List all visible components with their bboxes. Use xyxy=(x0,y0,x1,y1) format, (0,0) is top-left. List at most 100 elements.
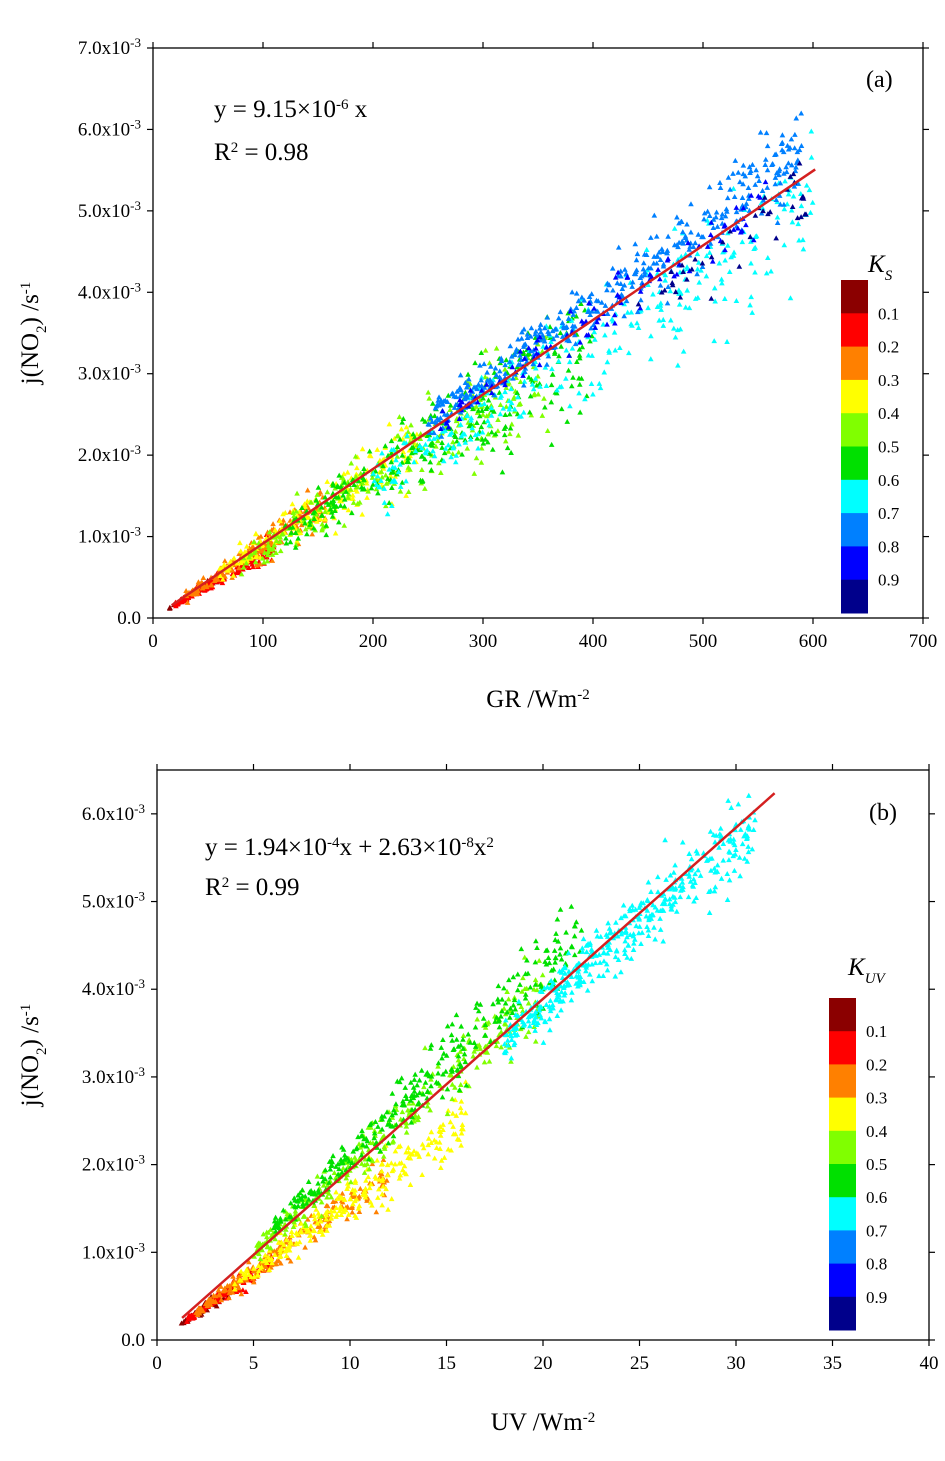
data-point xyxy=(501,425,508,431)
data-point xyxy=(576,390,582,396)
data-point xyxy=(662,277,668,283)
data-point xyxy=(337,1203,344,1209)
colorbar-swatch xyxy=(841,280,868,314)
data-point xyxy=(659,248,666,254)
data-point xyxy=(657,915,663,921)
data-point xyxy=(351,1190,358,1196)
data-point xyxy=(798,142,805,149)
data-point xyxy=(585,308,591,314)
data-point xyxy=(631,940,637,946)
data-point xyxy=(389,464,396,470)
data-point xyxy=(725,797,731,803)
data-point xyxy=(659,246,665,252)
data-point xyxy=(671,273,677,279)
data-point xyxy=(554,1012,561,1018)
data-point xyxy=(708,254,715,260)
data-point xyxy=(684,276,690,282)
data-point xyxy=(458,1126,465,1132)
data-point xyxy=(351,481,357,488)
data-point xyxy=(260,1231,267,1237)
data-point xyxy=(259,1247,265,1253)
data-point xyxy=(431,413,438,419)
data-point xyxy=(445,448,452,454)
axis-ticks-a: 0 100 200 300 400 500 600 7000.01.0x10-32.0x10-… xyxy=(78,35,937,653)
data-point xyxy=(497,411,504,417)
data-point xyxy=(652,936,658,942)
data-point xyxy=(568,973,575,979)
data-point xyxy=(427,1107,433,1113)
data-point xyxy=(614,292,621,298)
data-point xyxy=(650,902,656,908)
data-point xyxy=(659,907,666,913)
data-point xyxy=(315,484,322,490)
data-point xyxy=(422,456,428,462)
data-point xyxy=(519,1008,526,1014)
colorbar-swatch xyxy=(841,479,868,514)
data-point xyxy=(184,599,191,605)
data-point xyxy=(696,279,703,285)
data-point xyxy=(803,182,810,188)
data-point xyxy=(526,374,532,380)
data-point xyxy=(757,129,764,135)
data-point xyxy=(435,1063,441,1069)
data-point xyxy=(690,876,697,882)
data-point xyxy=(439,408,446,414)
data-point xyxy=(623,298,630,304)
data-point xyxy=(372,1173,379,1179)
data-point xyxy=(457,372,464,378)
data-point xyxy=(514,971,521,977)
data-point xyxy=(495,996,501,1002)
data-point xyxy=(330,497,337,503)
data-point xyxy=(708,219,715,225)
data-point xyxy=(537,321,544,327)
data-point xyxy=(556,992,563,998)
data-point xyxy=(576,375,582,381)
data-point xyxy=(656,317,663,323)
data-point xyxy=(485,431,492,437)
data-point xyxy=(277,1218,283,1224)
data-point xyxy=(545,328,551,334)
data-point xyxy=(419,453,426,459)
data-point xyxy=(569,944,575,950)
data-point xyxy=(600,950,607,956)
data-point xyxy=(579,948,586,954)
data-point xyxy=(593,927,600,933)
data-point xyxy=(311,1234,318,1240)
data-point xyxy=(677,894,684,900)
data-point xyxy=(668,268,675,274)
data-point xyxy=(682,233,689,239)
data-point xyxy=(492,365,499,371)
data-point xyxy=(576,346,583,352)
data-point xyxy=(613,948,620,954)
data-point xyxy=(234,560,241,566)
data-point xyxy=(521,1021,528,1027)
data-point xyxy=(488,390,495,396)
data-point xyxy=(388,438,395,444)
data-point xyxy=(385,1140,392,1146)
data-point xyxy=(388,1196,395,1202)
data-point xyxy=(403,478,409,484)
data-point xyxy=(314,1173,321,1179)
data-point xyxy=(567,308,574,314)
data-point xyxy=(455,1053,462,1059)
data-point xyxy=(340,1165,346,1171)
data-point xyxy=(521,954,528,960)
data-point xyxy=(374,1144,381,1150)
data-point xyxy=(679,839,686,845)
data-point xyxy=(604,359,611,365)
data-point xyxy=(542,364,549,370)
data-point xyxy=(551,350,558,356)
data-point xyxy=(641,269,648,275)
data-point xyxy=(722,247,728,253)
data-point xyxy=(577,355,583,361)
data-point xyxy=(266,529,273,535)
data-point xyxy=(706,909,713,915)
data-point xyxy=(532,1014,539,1020)
data-point xyxy=(537,981,544,987)
data-point xyxy=(595,315,602,321)
data-point xyxy=(622,951,628,957)
data-point xyxy=(612,274,619,280)
data-point xyxy=(566,982,573,988)
data-point xyxy=(277,1247,283,1253)
